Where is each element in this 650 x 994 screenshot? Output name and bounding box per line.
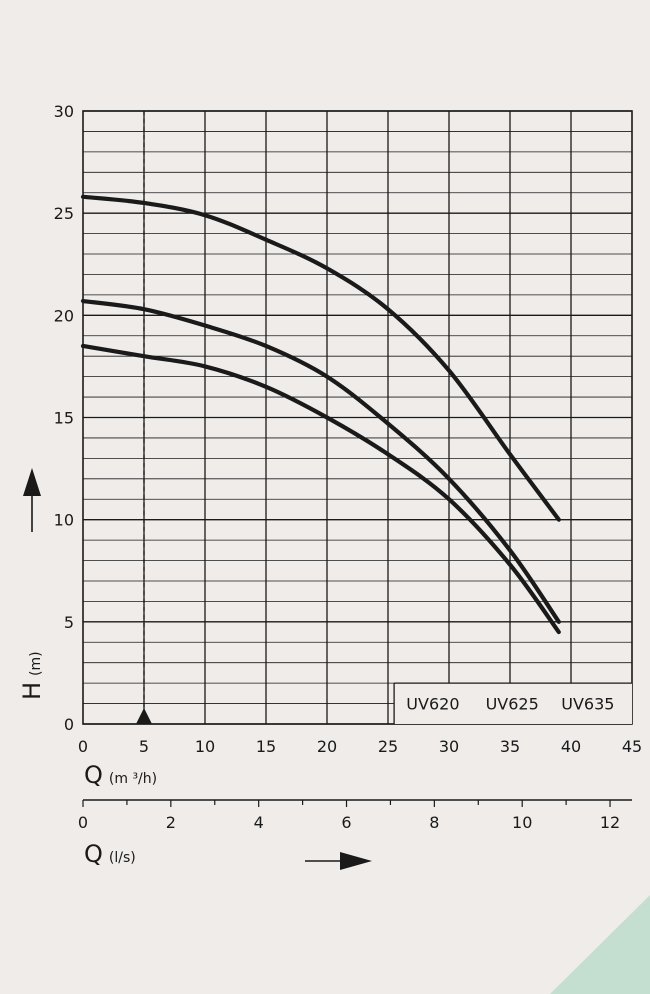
y-arrow-head [23,468,41,496]
x-axis-label-ls: Q (l/s) [84,840,136,868]
x-tick-label-ls: 2 [166,813,176,832]
x-tick-label-ls: 0 [78,813,88,832]
x-axis-letter-ls: Q [84,840,103,868]
curve-uv625 [80,298,561,624]
grid [82,110,633,725]
x-tick-label-ls: 10 [512,813,532,832]
y-tick-label: 25 [54,204,74,223]
x-axis-unit-ls: (l/s) [109,850,136,866]
x-tick-label-m3h: 20 [317,737,337,756]
legend: UV620 UV625 UV635 [393,682,632,724]
curves [80,194,561,635]
x-axis-unit-m3h: (m ³/h) [109,771,157,787]
x-arrow-head [340,852,372,870]
x-tick-label-ls: 12 [600,813,620,832]
legend-label-uv620: UV620 [406,695,459,714]
axis-arrows [23,468,372,870]
y-tick-label: 15 [54,409,74,428]
legend-background [394,683,632,724]
x-tick-label-m3h: 40 [561,737,581,756]
legend-label-uv625: UV625 [486,695,539,714]
x-tick-label-m3h: 10 [195,737,215,756]
x-tick-label-m3h: 30 [439,737,459,756]
curve-uv620 [80,343,561,635]
x-tick-label-m3h: 15 [256,737,276,756]
legend-label-uv635: UV635 [561,695,614,714]
x-axis-letter-m3h: Q [84,761,103,789]
x-tick-label-m3h: 0 [78,737,88,756]
x-tick-label-ls: 4 [254,813,264,832]
y-tick-label: 20 [54,306,74,325]
curve-uv635 [80,194,561,522]
y-tick-label: 0 [64,715,74,734]
y-tick-label: 30 [54,102,74,121]
x-tick-label-m3h: 35 [500,737,520,756]
x-tick-label-ls: 8 [429,813,439,832]
y-tick-label: 5 [64,613,74,632]
x-tick-label-m3h: 45 [622,737,642,756]
x-tick-label-m3h: 25 [378,737,398,756]
x-axis-label-m3h: Q (m ³/h) [84,761,157,789]
plot-frame [82,110,633,725]
y-tick-label: 10 [54,511,74,530]
flow-marker [136,111,152,724]
y-axis-label: H (m) [18,651,46,700]
corner-accent-decoration [550,895,650,994]
y-axis-letter: H [18,682,46,700]
x-tick-label-m3h: 5 [139,737,149,756]
y-axis-unit: (m) [28,651,44,676]
x-tick-label-ls: 6 [341,813,351,832]
marker-triangle [136,708,152,724]
